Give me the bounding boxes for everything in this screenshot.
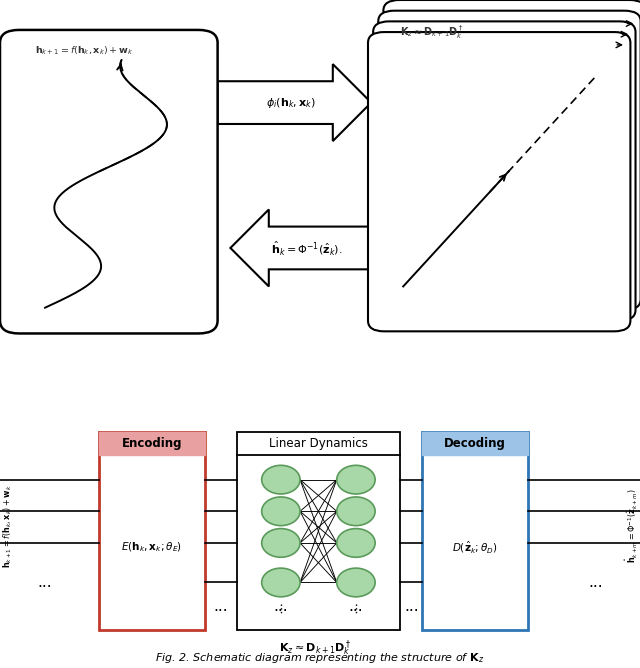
FancyBboxPatch shape — [99, 432, 205, 630]
Bar — [422, 432, 528, 455]
Polygon shape — [218, 64, 371, 141]
FancyBboxPatch shape — [237, 432, 400, 630]
Text: ...: ... — [349, 599, 364, 614]
Text: ...: ... — [38, 575, 52, 590]
Text: $\mathbf{h}_{k+1} = f(\mathbf{h}_k, \mathbf{x}_k) + \mathbf{w}_k$: $\mathbf{h}_{k+1} = f(\mathbf{h}_k, \mat… — [35, 45, 134, 57]
FancyBboxPatch shape — [368, 32, 630, 331]
Text: Decoding: Decoding — [444, 437, 506, 450]
Bar — [99, 432, 205, 455]
Ellipse shape — [337, 568, 375, 597]
Text: $\mathbf{h}_{k+1} = f(\mathbf{h}_k, \mathbf{x}_k) + \mathbf{w}_k$: $\mathbf{h}_{k+1} = f(\mathbf{h}_k, \mat… — [1, 484, 14, 568]
Text: ...: ... — [214, 599, 228, 614]
FancyBboxPatch shape — [422, 432, 528, 630]
Ellipse shape — [337, 497, 375, 526]
Text: ...: ... — [404, 599, 419, 614]
Ellipse shape — [262, 497, 300, 526]
Text: Linear Dynamics: Linear Dynamics — [269, 437, 368, 450]
Text: Fig. 2. Schematic diagram representing the structure of $\mathbf{K}_z$: Fig. 2. Schematic diagram representing t… — [156, 651, 484, 665]
Text: $\hat{\mathbf{h}}_k = \Phi^{-1}(\hat{\mathbf{z}}_k).$: $\hat{\mathbf{h}}_k = \Phi^{-1}(\hat{\ma… — [271, 239, 343, 257]
Ellipse shape — [337, 528, 375, 557]
Ellipse shape — [262, 466, 300, 494]
Text: $\mathbf{K}_z \approx \mathbf{D}_{k+1}\mathbf{D}_k^\dagger$: $\mathbf{K}_z \approx \mathbf{D}_{k+1}\m… — [280, 639, 351, 659]
Text: $E(\mathbf{h}_k, \mathbf{x}_k; \theta_E)$: $E(\mathbf{h}_k, \mathbf{x}_k; \theta_E)… — [122, 540, 182, 554]
FancyBboxPatch shape — [373, 21, 636, 321]
Polygon shape — [230, 210, 384, 287]
Text: $\hat{\mathbf{h}}_{k+m} = \Phi^{-1}(\hat{\mathbf{z}}_{k+m})$: $\hat{\mathbf{h}}_{k+m} = \Phi^{-1}(\hat… — [624, 489, 640, 563]
Text: ...: ... — [273, 599, 288, 614]
Text: ...: ... — [588, 575, 602, 590]
Text: $\phi_i(\mathbf{h}_k, \mathbf{x}_k)$: $\phi_i(\mathbf{h}_k, \mathbf{x}_k)$ — [266, 96, 316, 110]
Text: $\mathbf{K}_z \approx \mathbf{D}_{k+1}\mathbf{D}_k^\dagger$: $\mathbf{K}_z \approx \mathbf{D}_{k+1}\m… — [400, 23, 463, 41]
Text: $D(\hat{\mathbf{z}}_k; \theta_D)$: $D(\hat{\mathbf{z}}_k; \theta_D)$ — [452, 539, 498, 555]
FancyBboxPatch shape — [378, 11, 640, 310]
Ellipse shape — [337, 466, 375, 494]
FancyBboxPatch shape — [0, 30, 218, 333]
Ellipse shape — [262, 568, 300, 597]
Text: Encoding: Encoding — [122, 437, 182, 450]
Ellipse shape — [262, 528, 300, 557]
FancyBboxPatch shape — [383, 0, 640, 299]
